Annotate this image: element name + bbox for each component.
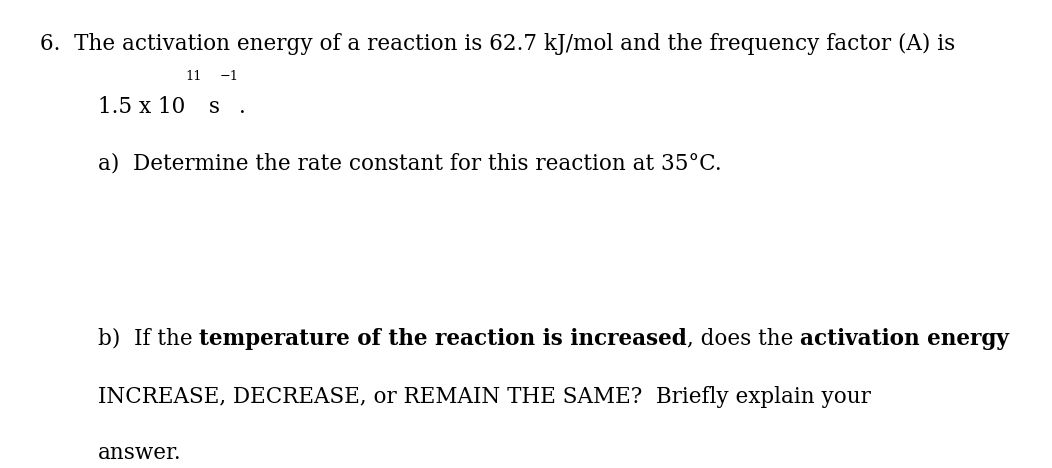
Text: .: . bbox=[239, 96, 245, 118]
Text: s: s bbox=[202, 96, 220, 118]
Text: 11: 11 bbox=[185, 70, 202, 83]
Text: answer.: answer. bbox=[98, 442, 181, 464]
Text: INCREASE, DECREASE, or REMAIN THE SAME?  Briefly explain your: INCREASE, DECREASE, or REMAIN THE SAME? … bbox=[98, 386, 871, 408]
Text: a)  Determine the rate constant for this reaction at 35°C.: a) Determine the rate constant for this … bbox=[98, 152, 722, 174]
Text: temperature of the reaction is increased: temperature of the reaction is increased bbox=[199, 328, 687, 350]
Text: b)  If the: b) If the bbox=[98, 328, 199, 350]
Text: activation energy: activation energy bbox=[801, 328, 1009, 350]
Text: 6.  The activation energy of a reaction is 62.7 kJ/mol and the frequency factor : 6. The activation energy of a reaction i… bbox=[40, 33, 955, 55]
Text: 1.5 x 10: 1.5 x 10 bbox=[98, 96, 185, 118]
Text: −1: −1 bbox=[220, 70, 239, 83]
Text: , does the: , does the bbox=[687, 328, 801, 350]
